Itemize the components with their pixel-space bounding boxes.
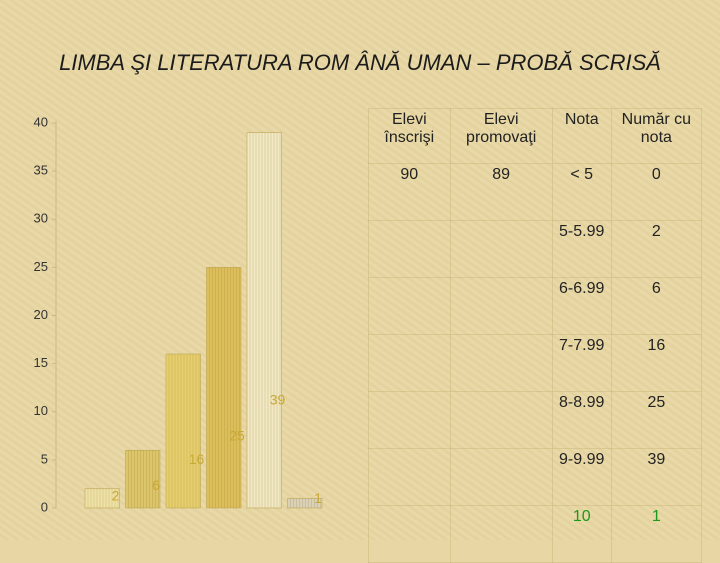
table-header: Elevi înscrişi Elevi promovaţi Nota Număr c… [368, 108, 703, 164]
bar [206, 267, 242, 509]
table-cell: 6-6.99 [551, 277, 612, 335]
y-tick-label: 0 [41, 499, 48, 514]
table-cell [449, 334, 553, 392]
bar [125, 449, 161, 509]
y-tick-label: 35 [34, 163, 48, 178]
table-cell: 10 [551, 505, 612, 563]
y-tick-label: 30 [34, 211, 48, 226]
table-cell [449, 505, 553, 563]
table-cell: 5-5.99 [551, 220, 612, 278]
table-cell: 6 [610, 277, 703, 335]
data-label: 2 [112, 488, 120, 504]
table-cell: 2 [610, 220, 703, 278]
y-tick-label: 20 [34, 307, 48, 322]
y-tick-label: 40 [34, 114, 48, 129]
table-row: 5-5.99 2 [368, 220, 703, 278]
bar [246, 132, 282, 509]
table-cell: 9-9.99 [551, 448, 612, 506]
table-cell: 90 [368, 163, 451, 221]
table-cell: < 5 [551, 163, 612, 221]
header-cell: Elevi promovaţi [449, 108, 553, 164]
y-tick-label: 15 [34, 355, 48, 370]
chart: 0 5 10 15 20 25 30 35 40 2 6 16 25 39 1 [34, 114, 323, 514]
table-cell [368, 391, 451, 449]
table-cell: 89 [449, 163, 553, 221]
table-cell [368, 334, 451, 392]
y-tick-label: 5 [41, 451, 48, 466]
table-cell: 16 [610, 334, 703, 392]
table-cell: 39 [610, 448, 703, 506]
table-cell: 1 [610, 505, 703, 563]
table-cell [449, 391, 553, 449]
data-label: 25 [229, 428, 245, 444]
bar [84, 488, 120, 509]
slide-title: LIMBA ŞI LITERATURA ROM ÂNĂ UMAN – PROBĂ… [59, 50, 661, 75]
bar [287, 498, 323, 509]
table-row: 8-8.99 25 [368, 391, 703, 449]
table-row: 7-7.99 16 [368, 334, 703, 392]
header-cell: Nota [551, 108, 612, 164]
data-label: 16 [189, 451, 205, 467]
bar [165, 353, 201, 509]
table-cell: 7-7.99 [551, 334, 612, 392]
y-tick-label: 10 [34, 403, 48, 418]
data-label: 39 [270, 391, 286, 407]
data-label: 1 [314, 490, 322, 506]
table-cell [368, 505, 451, 563]
table-row: 6-6.99 6 [368, 277, 703, 335]
table-cell [449, 220, 553, 278]
table-cell [449, 277, 553, 335]
table-cell [368, 277, 451, 335]
table-row: 9-9.99 39 [368, 448, 703, 506]
table-cell: 8-8.99 [551, 391, 612, 449]
header-cell: Număr cu nota [610, 108, 703, 164]
table-cell [368, 220, 451, 278]
table-cell [368, 448, 451, 506]
table-cell: 0 [610, 163, 703, 221]
header-cell: Elevi înscrişi [368, 108, 451, 164]
data-label: 6 [152, 477, 160, 493]
table-row: 10 1 [368, 505, 703, 563]
y-tick-label: 25 [34, 259, 48, 274]
grade-table: Elevi înscrişi Elevi promovaţi Nota Număr c… [368, 108, 703, 563]
table-cell [449, 448, 553, 506]
table-cell: 25 [610, 391, 703, 449]
